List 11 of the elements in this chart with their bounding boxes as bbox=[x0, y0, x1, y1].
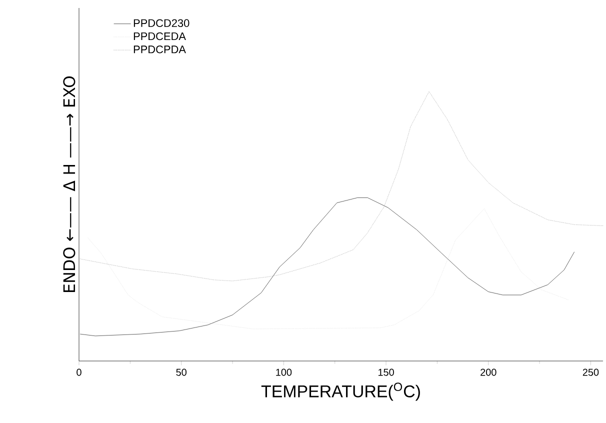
legend-label: PPDCD230 bbox=[134, 19, 190, 28]
x-axis-title: TEMPERATURE($^{O}$C) bbox=[261, 382, 420, 401]
legend-label: PPDCEDA bbox=[134, 32, 186, 40]
x-tick-label: 0 bbox=[76, 368, 82, 376]
x-tick-label: 250 bbox=[582, 368, 599, 376]
legend-label: PPDCPDA bbox=[134, 46, 186, 54]
y-axis-title: ENDO ←—— Δ H ——→ EXO bbox=[63, 76, 76, 292]
x-tick-label: 200 bbox=[480, 368, 496, 376]
x-tick-label: 100 bbox=[276, 368, 292, 376]
x-tick-label: 50 bbox=[176, 368, 186, 376]
x-tick-label: 150 bbox=[378, 368, 394, 376]
